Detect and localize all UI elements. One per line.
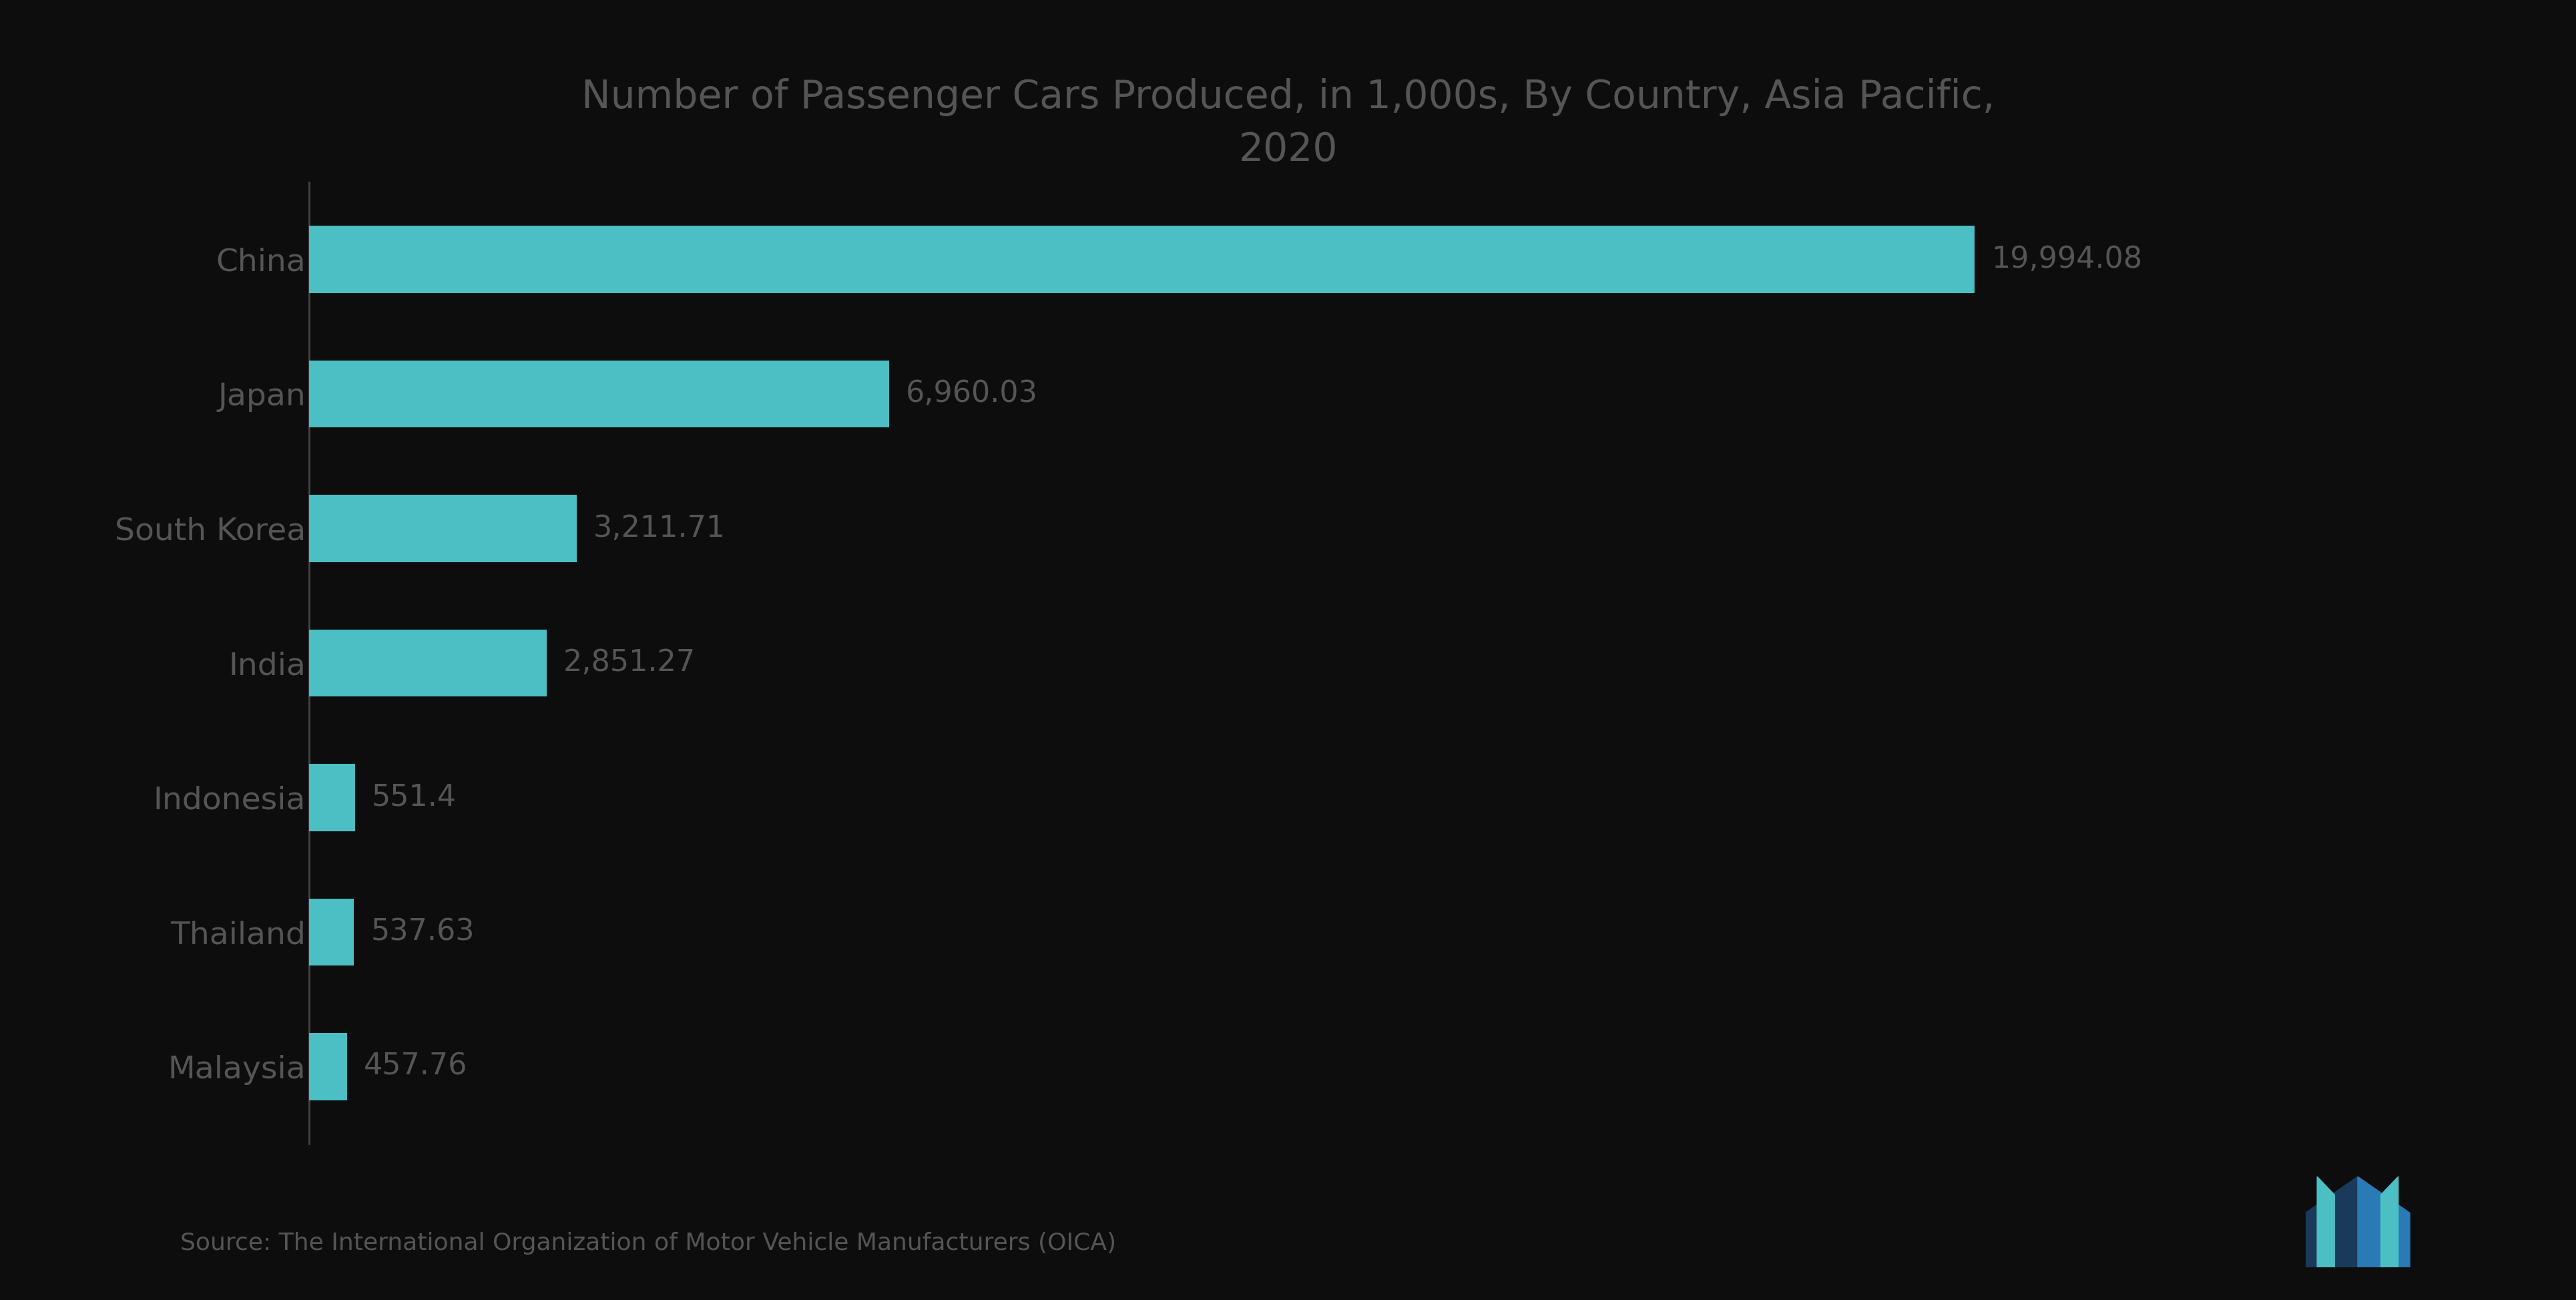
Text: Number of Passenger Cars Produced, in 1,000s, By Country, Asia Pacific,
2020: Number of Passenger Cars Produced, in 1,… [582, 78, 1994, 169]
Text: 19,994.08: 19,994.08 [1991, 244, 2143, 274]
Text: 6,960.03: 6,960.03 [907, 380, 1038, 408]
Text: 457.76: 457.76 [363, 1052, 469, 1082]
Bar [309, 360, 889, 428]
Polygon shape [2316, 1176, 2334, 1268]
Polygon shape [2357, 1176, 2411, 1268]
Polygon shape [2380, 1176, 2398, 1268]
Bar [309, 1034, 348, 1100]
Bar [309, 495, 577, 562]
Bar [309, 226, 1976, 292]
Bar [309, 898, 353, 966]
Text: 2,851.27: 2,851.27 [564, 649, 696, 677]
Text: 537.63: 537.63 [371, 918, 474, 946]
Text: 3,211.71: 3,211.71 [592, 514, 726, 543]
Bar [309, 764, 355, 831]
Polygon shape [2306, 1176, 2357, 1268]
Text: 551.4: 551.4 [371, 783, 456, 812]
Text: Source: The International Organization of Motor Vehicle Manufacturers (OICA): Source: The International Organization o… [180, 1232, 1115, 1254]
Bar [309, 629, 546, 697]
